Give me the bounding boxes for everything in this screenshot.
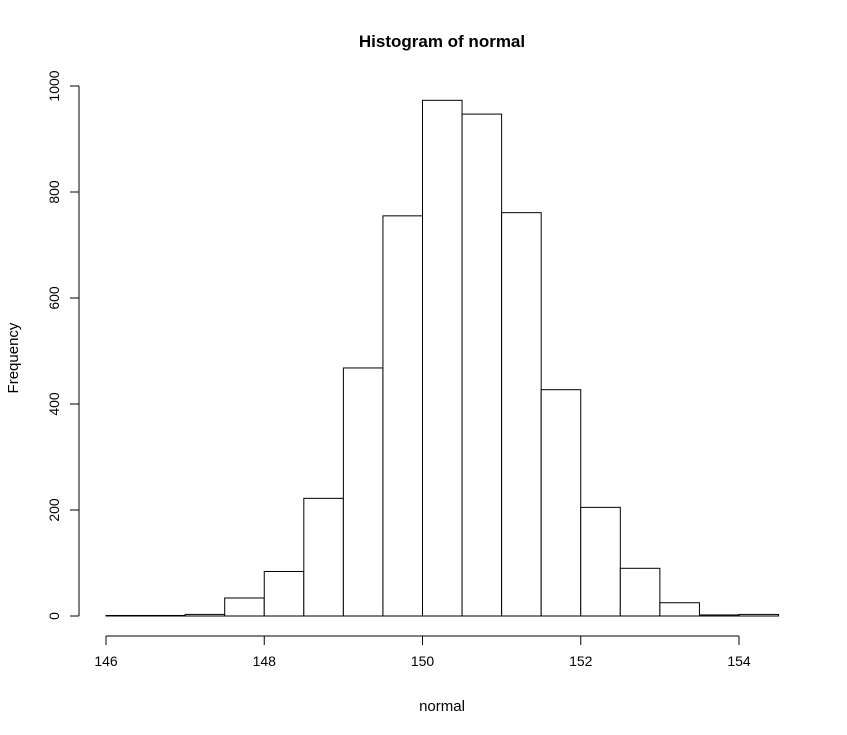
histogram-bar [263,570,305,617]
histogram-bar [303,497,344,617]
histogram-bar [145,614,186,617]
x-tick-label: 154 [727,653,751,669]
histogram-bar [184,613,226,617]
histogram-bar [105,614,147,617]
y-tick-label: 1000 [46,70,62,101]
histogram-bar [342,367,384,617]
histogram-bar [382,215,423,617]
bars-group [105,99,780,617]
x-tick-label: 150 [411,653,435,669]
histogram-bar [540,389,582,617]
histogram-bar [461,113,503,617]
y-tick-label: 600 [46,286,62,310]
y-tick-label: 0 [46,612,62,620]
histogram-bar [619,567,661,617]
chart-title: Histogram of normal [359,32,525,51]
y-tick-label: 800 [46,180,62,204]
x-tick-label: 148 [253,653,277,669]
y-axis: 0 200 400 600 800 1000 [46,70,80,620]
x-tick-label: 152 [569,653,593,669]
histogram-bar [659,602,700,617]
y-tick-label: 400 [46,392,62,416]
histogram-bar [224,597,265,617]
histogram-bar [422,99,463,617]
histogram-bar [738,613,780,617]
y-tick-label: 200 [46,498,62,522]
x-axis-label: normal [419,698,465,715]
x-axis: 146 148 150 152 154 [94,635,751,669]
y-axis-label: Frequency [5,322,22,393]
histogram-bar [698,614,740,617]
x-tick-label: 146 [94,653,118,669]
histogram-bar [501,212,542,617]
histogram-bar [580,506,621,617]
